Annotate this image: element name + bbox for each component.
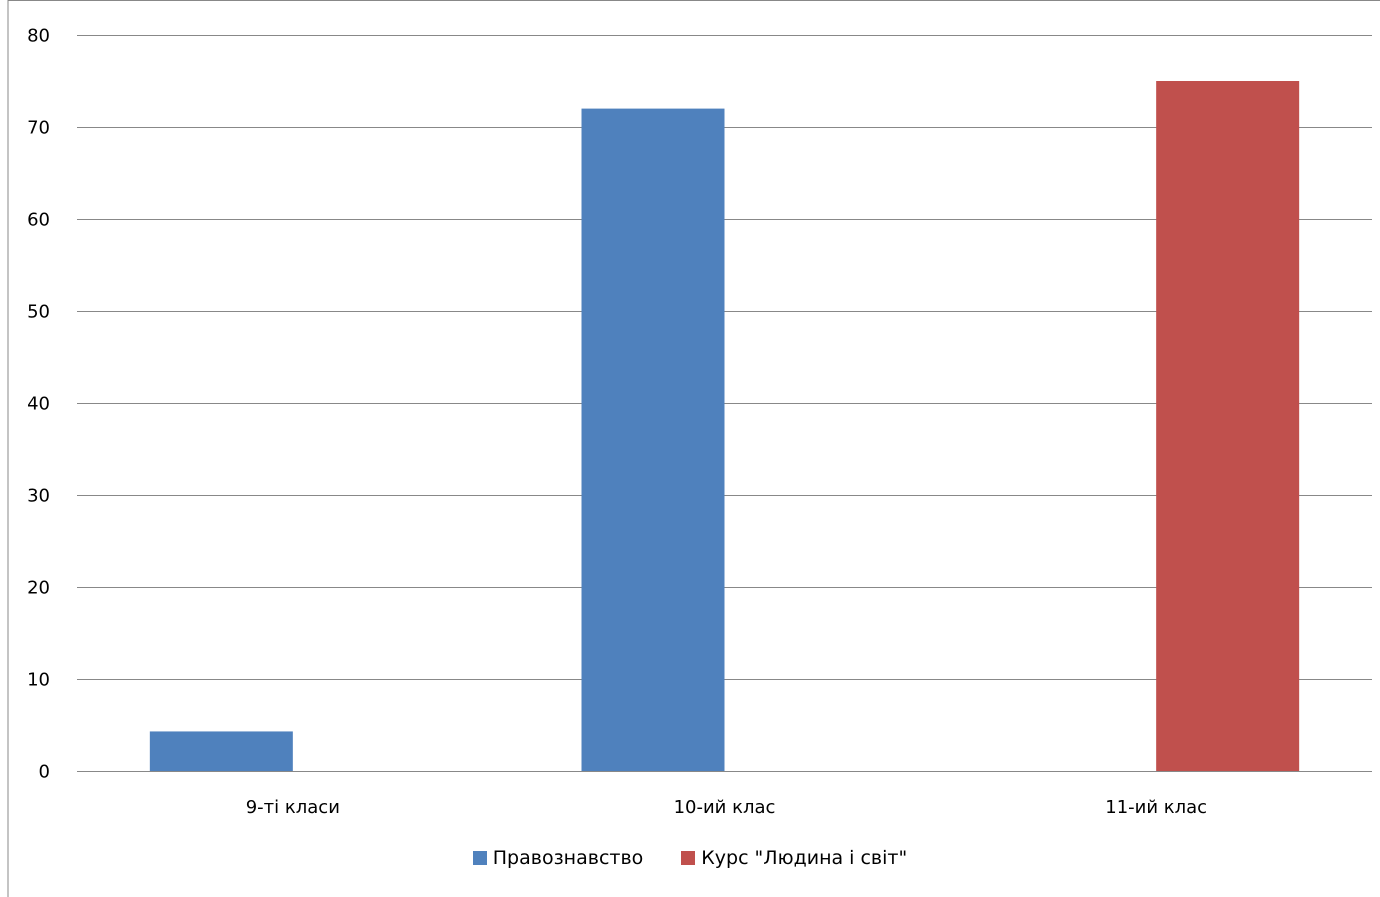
legend-label-series-1: Курс "Людина і світ" [701, 847, 908, 869]
bar-series-0-cat-1 [581, 108, 725, 772]
y-axis-ticks: 0 10 20 30 40 50 60 70 80 [27, 26, 50, 783]
bars [149, 81, 1300, 772]
legend-label-series-0: Правознавство [492, 847, 644, 869]
y-tick-label: 10 [27, 670, 50, 691]
legend-item-series-0: Правознавство [472, 847, 644, 869]
y-tick-label: 40 [27, 394, 50, 415]
legend-item-series-1: Курс "Людина і світ" [681, 847, 907, 869]
x-axis-ticks: 9-ті класи 10-ий клас 11-ий клас [246, 797, 1207, 818]
legend-swatch-series-1 [681, 851, 696, 865]
bar-series-0-cat-0 [149, 731, 293, 771]
legend: Правознавство Курс "Людина і світ" [0, 847, 1380, 869]
bar-series-1-cat-2 [1156, 81, 1300, 771]
y-tick-label: 70 [27, 118, 50, 139]
y-tick-label: 30 [27, 486, 50, 507]
legend-swatch-series-0 [472, 851, 487, 865]
x-tick-label: 9-ті класи [246, 797, 340, 818]
x-tick-label: 11-ий клас [1105, 797, 1207, 818]
y-tick-label: 80 [27, 26, 50, 47]
y-tick-label: 60 [27, 210, 50, 231]
y-tick-label: 0 [39, 762, 50, 783]
x-tick-label: 10-ий клас [674, 797, 776, 818]
y-tick-label: 20 [27, 578, 50, 599]
y-tick-label: 50 [27, 302, 50, 323]
